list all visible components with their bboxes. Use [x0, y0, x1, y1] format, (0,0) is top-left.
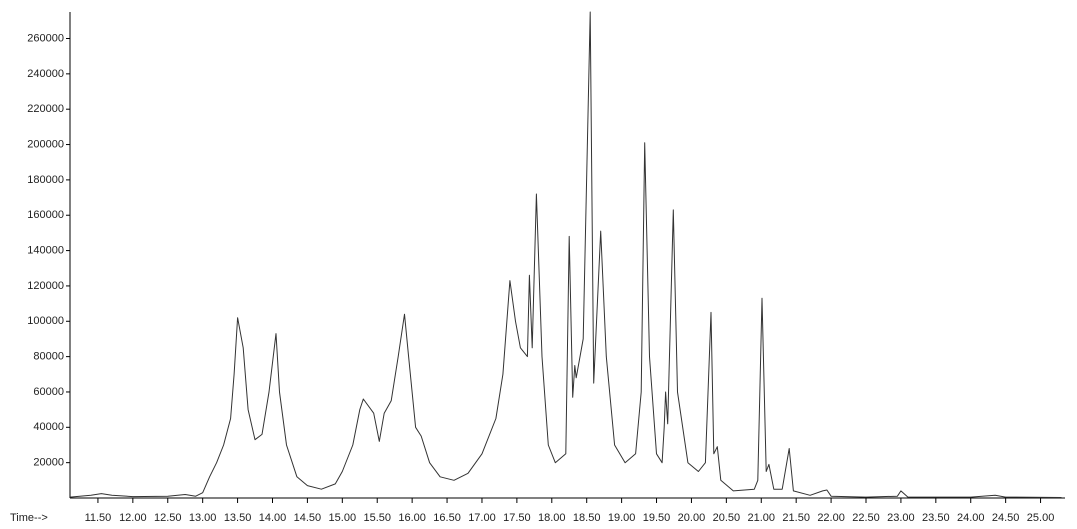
y-tick-label: 60000 — [33, 386, 64, 398]
x-tick-label: 17.50 — [503, 512, 531, 524]
y-tick-label: 240000 — [27, 68, 64, 80]
x-tick-label: 20.00 — [678, 512, 706, 524]
y-tick-label: 160000 — [27, 209, 64, 221]
x-tick-label: 21.50 — [782, 512, 810, 524]
x-tick-label: 12.50 — [154, 512, 182, 524]
y-tick-label: 260000 — [27, 32, 64, 44]
x-tick-label: 22.50 — [852, 512, 880, 524]
y-tick-label: 120000 — [27, 280, 64, 292]
x-tick-label: 19.00 — [608, 512, 636, 524]
x-tick-label: 21.00 — [747, 512, 775, 524]
x-tick-label: 18.50 — [573, 512, 601, 524]
x-tick-label: 24.50 — [992, 512, 1020, 524]
x-tick-label: 18.00 — [538, 512, 566, 524]
x-tick-label: 17.00 — [468, 512, 496, 524]
x-tick-label: 19.50 — [643, 512, 671, 524]
x-tick-label: 16.50 — [433, 512, 461, 524]
x-tick-label: 22.00 — [817, 512, 845, 524]
x-tick-label: 13.50 — [224, 512, 252, 524]
y-tick-label: 200000 — [27, 138, 64, 150]
x-tick-label: 24.00 — [957, 512, 985, 524]
x-tick-label: 15.50 — [363, 512, 391, 524]
x-tick-label: 14.50 — [294, 512, 322, 524]
y-tick-label: 140000 — [27, 244, 64, 256]
x-tick-label: 12.00 — [119, 512, 147, 524]
x-tick-label: 11.50 — [85, 512, 112, 524]
x-tick-label: 23.00 — [887, 512, 915, 524]
x-tick-label: 20.50 — [713, 512, 741, 524]
y-tick-label: 80000 — [33, 351, 64, 363]
y-tick-label: 180000 — [27, 174, 64, 186]
x-tick-label: 15.00 — [329, 512, 357, 524]
y-tick-label: 20000 — [33, 457, 64, 469]
x-axis-label: Time--> — [10, 512, 48, 524]
x-tick-label: 16.00 — [398, 512, 426, 524]
x-tick-label: 13.00 — [189, 512, 217, 524]
x-tick-label: 25.00 — [1027, 512, 1055, 524]
y-tick-label: 220000 — [27, 103, 64, 115]
y-tick-label: 100000 — [27, 315, 64, 327]
x-tick-label: 14.00 — [259, 512, 287, 524]
y-tick-label: 40000 — [33, 421, 64, 433]
trace — [69, 11, 1062, 498]
x-tick-label: 23.50 — [922, 512, 950, 524]
